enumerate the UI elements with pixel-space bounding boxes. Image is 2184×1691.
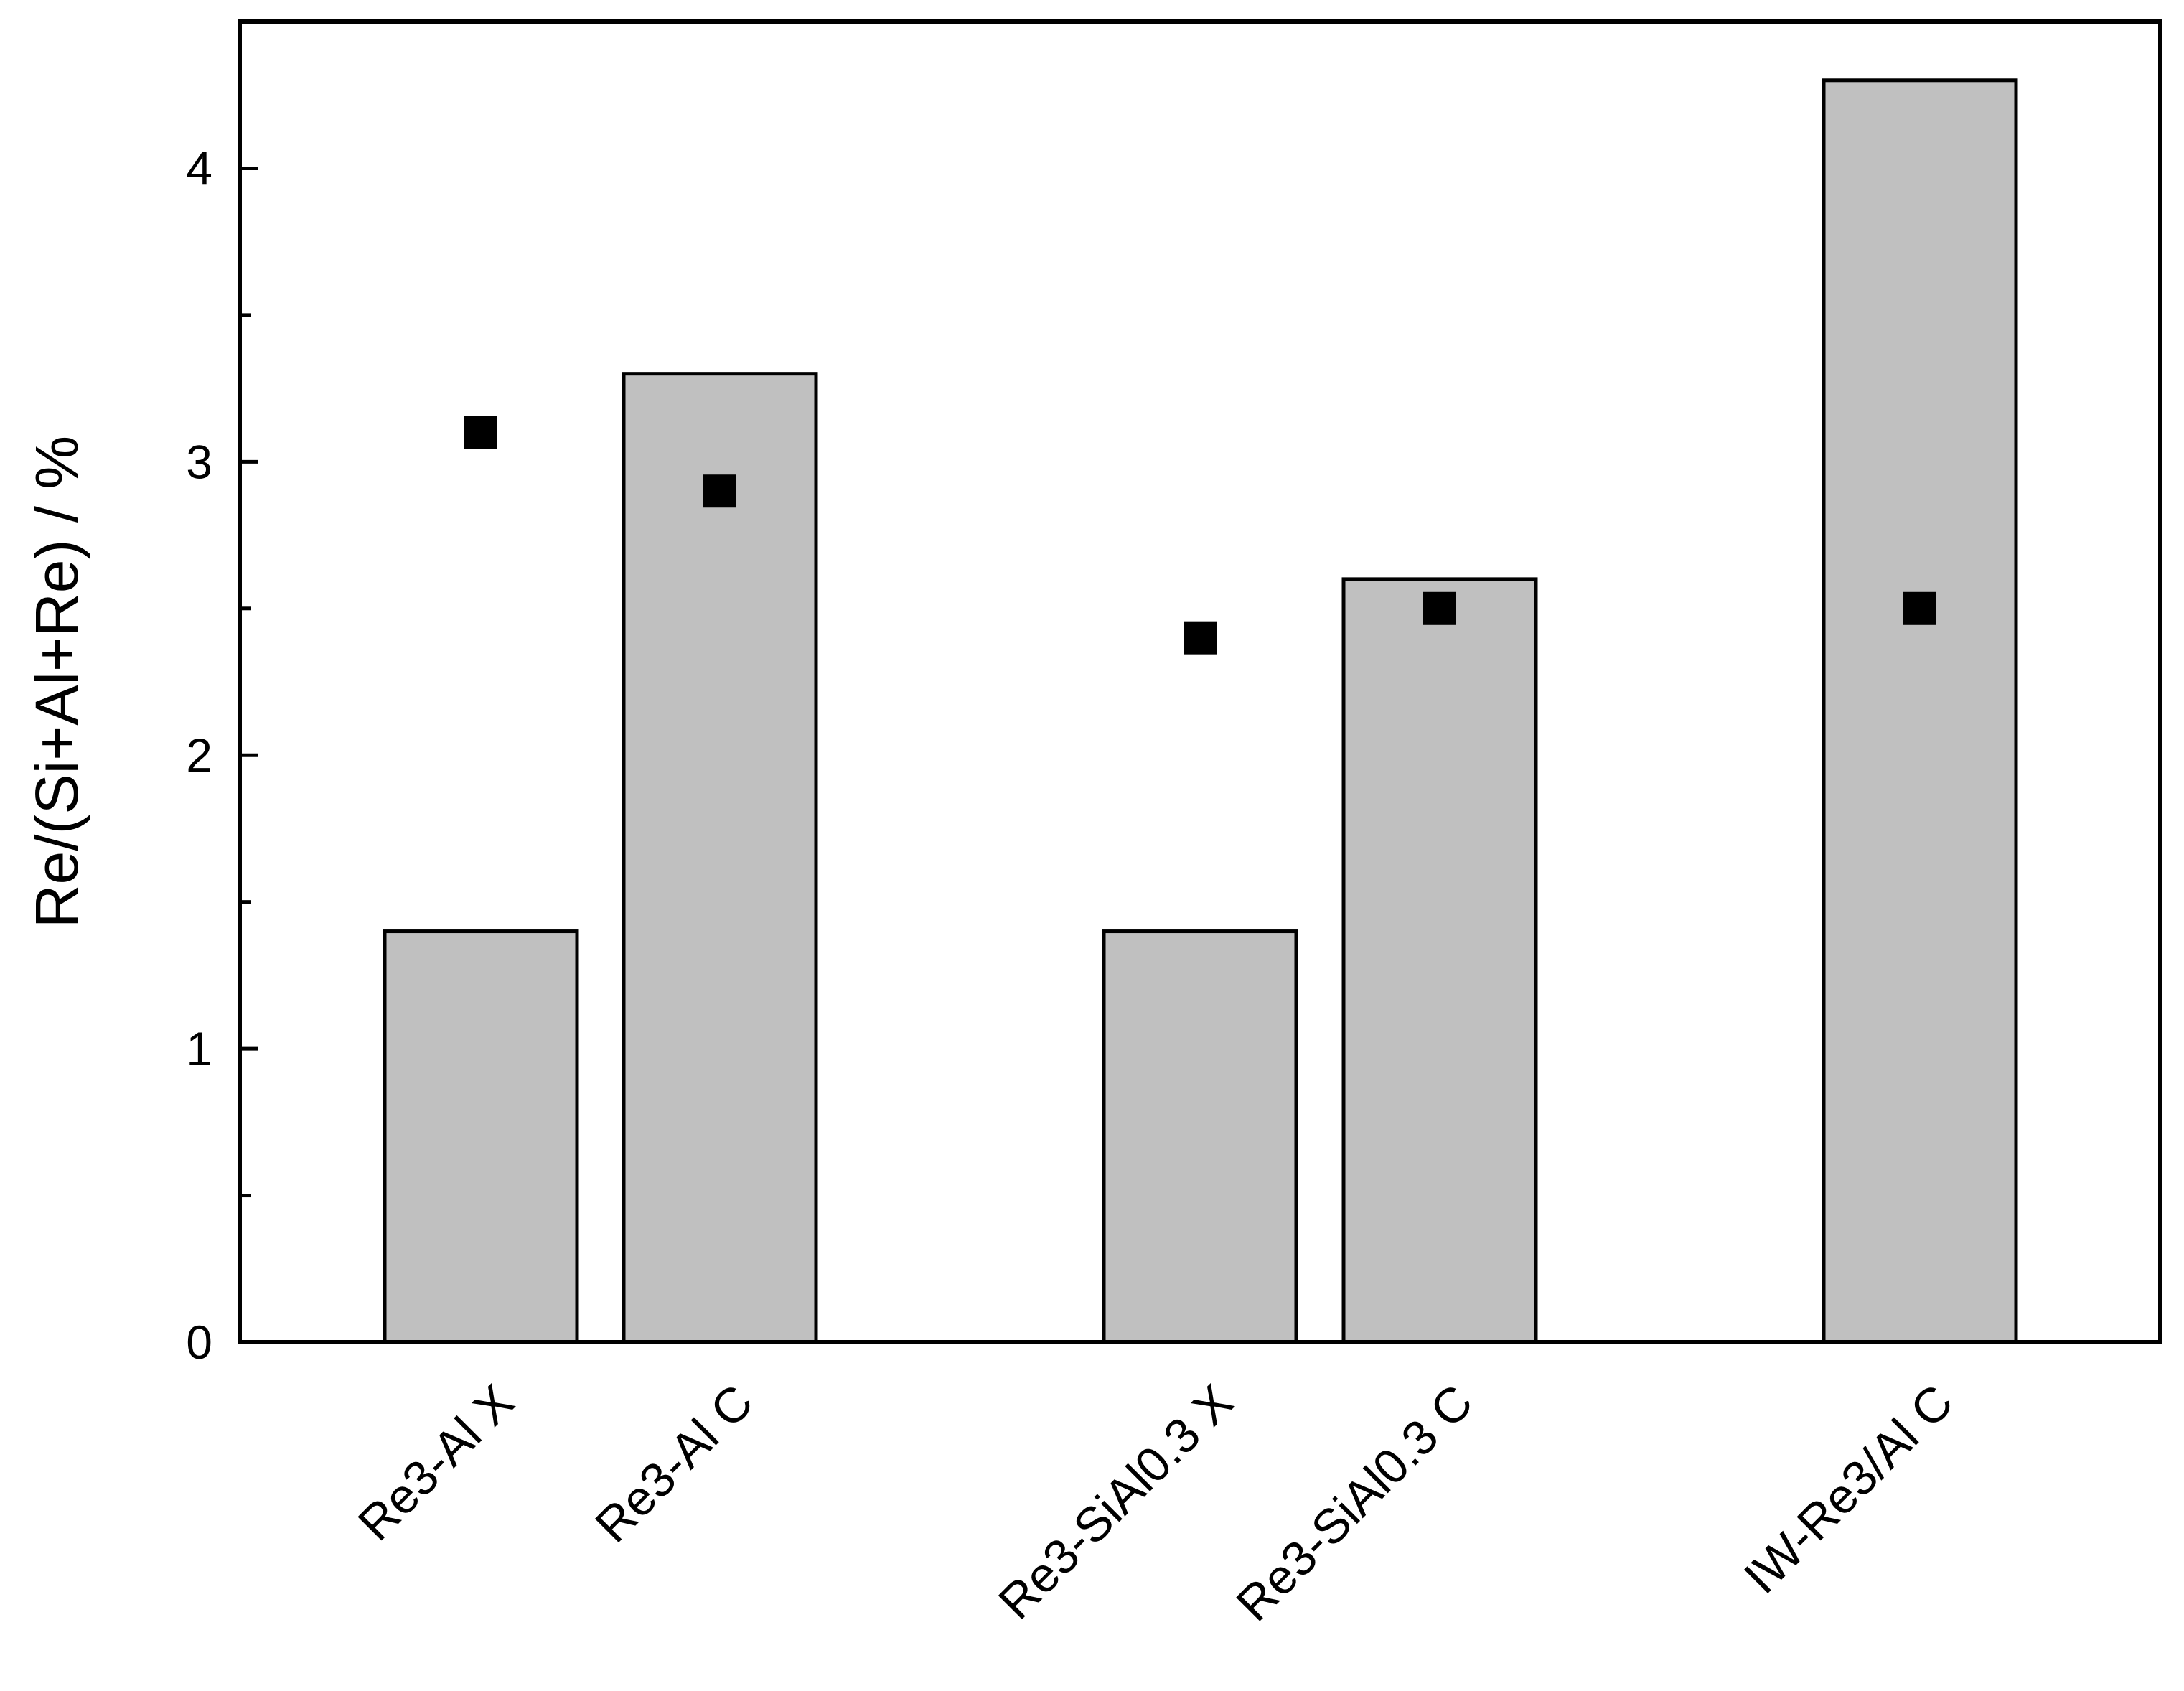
markers-layer <box>464 416 1936 655</box>
bar-4 <box>1341 577 1538 1344</box>
bar-5 <box>1822 78 2018 1344</box>
bars-layer <box>383 78 2018 1344</box>
x-category-label: IW-Re3/Al C <box>1734 1374 1964 1604</box>
bar-3 <box>1102 929 1298 1344</box>
square-marker-3 <box>1184 621 1217 655</box>
square-marker-5 <box>1903 591 1936 625</box>
y-axis-title: Re/(Si+Al+Re) / % <box>23 436 90 928</box>
y-tick-label: 0 <box>186 1316 212 1369</box>
bar-1 <box>383 929 579 1344</box>
y-tick-label: 2 <box>186 729 212 782</box>
square-marker-1 <box>464 416 497 449</box>
bar-2 <box>622 372 818 1344</box>
x-category-label: Re3-SiAl0.3 X <box>988 1374 1244 1630</box>
y-ticks: 0 1 2 3 4 <box>186 141 258 1369</box>
y-tick-label: 3 <box>186 435 212 488</box>
plot-frame <box>238 19 2162 1344</box>
y-tick-label: 1 <box>186 1022 212 1075</box>
x-category-label: Re3-SiAl0.3 C <box>1226 1374 1483 1631</box>
x-category-labels: Re3-Al X Re3-Al C Re3-SiAl0.3 XRe3-SiAl0.3… <box>347 1374 1963 1631</box>
x-category-label: Re3-Al C <box>585 1374 764 1553</box>
x-category-label: Re3-Al X <box>347 1374 524 1551</box>
y-tick-label: 4 <box>186 141 212 195</box>
square-marker-4 <box>1423 591 1456 625</box>
square-marker-2 <box>703 474 736 508</box>
